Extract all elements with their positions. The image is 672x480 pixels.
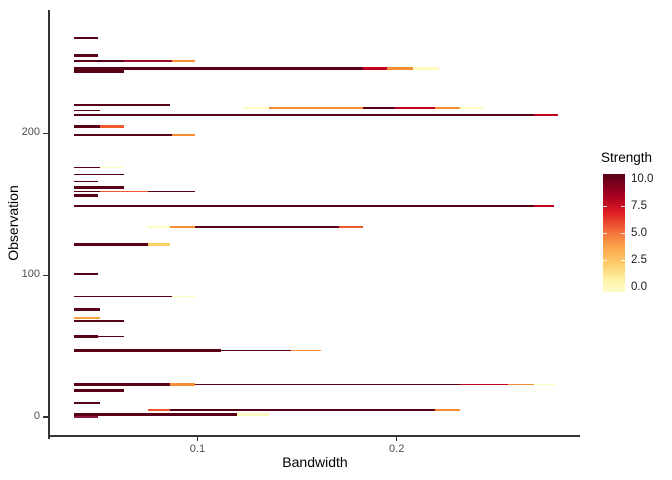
- strength-path-segment: [171, 60, 196, 62]
- plot-panel: 0.1 0.2 0 100 200: [22, 10, 580, 455]
- strength-path-segment: [534, 383, 557, 386]
- legend-value-label: 10.0: [631, 172, 654, 185]
- strength-path-segment: [73, 388, 124, 392]
- strength-path-segment: [73, 317, 100, 319]
- strength-path-segment: [147, 226, 170, 228]
- strength-path-segment: [195, 226, 339, 228]
- y-tick-mark: [43, 274, 48, 277]
- legend-value-label: 7.5: [631, 199, 647, 212]
- strength-path-segment: [291, 349, 321, 352]
- strength-path-segment: [460, 383, 509, 386]
- y-tick-label: 200: [21, 126, 40, 139]
- strength-path-segment: [73, 109, 100, 112]
- strength-path-segment: [147, 190, 196, 193]
- y-tick-mark: [43, 132, 48, 135]
- strength-path-segment: [73, 166, 100, 169]
- strength-path-segment: [73, 307, 100, 311]
- strength-path-segment: [147, 242, 170, 246]
- strength-path-segment: [73, 402, 100, 404]
- strength-path-segment: [73, 53, 98, 57]
- strength-path-segment: [73, 295, 172, 298]
- strength-path-segment: [73, 383, 170, 386]
- strength-path-segment: [338, 226, 363, 228]
- strength-path-segment: [73, 412, 238, 416]
- strength-path-segment: [362, 107, 395, 109]
- strength-path-segment: [73, 194, 98, 198]
- legend-gradient-bar: [603, 174, 625, 292]
- strength-path-segment: [412, 66, 439, 70]
- strength-path-segment: [73, 242, 148, 246]
- x-axis-line: [48, 435, 580, 437]
- strength-path-segment: [171, 295, 196, 298]
- strength-path-segment: [73, 319, 124, 322]
- legend-tick-mark: [603, 206, 607, 207]
- strength-path-segment: [73, 190, 100, 193]
- x-tick-mark: [395, 437, 398, 441]
- strength-path-segment: [73, 124, 100, 128]
- x-tick-label: 0.2: [389, 443, 405, 455]
- strength-path-segment: [73, 69, 124, 73]
- strength-path-segment: [97, 335, 124, 338]
- strength-path-segment: [394, 107, 435, 109]
- strength-path-segment: [269, 107, 363, 109]
- y-axis-line: [48, 10, 50, 439]
- strength-path-segment: [73, 114, 535, 116]
- strength-path-segment: [147, 409, 170, 411]
- strength-path-segment: [99, 190, 148, 193]
- legend-value-label: 0.0: [631, 280, 647, 293]
- strength-path-segment: [460, 107, 485, 109]
- strength-path-segment: [386, 66, 413, 70]
- legend-value-label: 5.0: [631, 226, 647, 239]
- strength-path-segment: [99, 166, 124, 169]
- legend-tick-mark: [621, 260, 625, 261]
- strength-path-segment: [434, 107, 461, 109]
- y-tick-mark: [43, 416, 48, 418]
- strength-path-segment: [73, 205, 535, 207]
- legend-tick-mark: [621, 206, 625, 207]
- x-tick-mark: [196, 437, 199, 441]
- strength-path-segment: [534, 114, 559, 116]
- strength-path-segment: [73, 416, 98, 419]
- strength-path-segment: [73, 66, 363, 70]
- strength-path-segment: [73, 180, 98, 183]
- strength-path-segment: [99, 124, 124, 128]
- strength-path-segment: [221, 349, 292, 352]
- strength-path-segment: [508, 383, 535, 386]
- strength-path-segment: [171, 134, 196, 136]
- y-axis-title: Observation: [5, 185, 21, 261]
- strength-path-segment: [73, 60, 124, 62]
- strength-path-segment: [73, 173, 124, 176]
- strength-path-segment: [169, 226, 196, 228]
- strength-path-segment: [73, 104, 170, 106]
- strength-path-segment: [73, 185, 124, 189]
- strength-path-segment: [73, 134, 172, 136]
- strength-path-segment: [243, 107, 270, 109]
- y-tick-label: 0: [33, 410, 40, 423]
- x-axis-title: Bandwidth: [282, 454, 348, 470]
- legend-value-label: 2.5: [631, 253, 647, 266]
- strength-path-segment: [73, 273, 98, 275]
- strength-path-segment: [169, 383, 196, 386]
- strength-path-segment: [73, 348, 222, 352]
- legend-tick-mark: [603, 233, 607, 234]
- legend: Strength 10.0 7.5 5.0 2.5 0.0: [596, 148, 672, 308]
- strength-path-segment: [362, 66, 387, 70]
- legend-tick-mark: [621, 233, 625, 234]
- x-tick-label: 0.1: [189, 443, 206, 455]
- y-tick-label: 100: [21, 268, 40, 281]
- legend-title: Strength: [601, 150, 653, 165]
- strength-path-segment: [169, 409, 435, 411]
- strength-path-segment: [237, 412, 270, 416]
- strength-path-segment: [73, 334, 98, 338]
- strength-path-segment: [123, 60, 172, 62]
- strength-path-segment: [73, 37, 98, 40]
- strength-path-segment: [534, 205, 555, 207]
- legend-tick-mark: [603, 260, 607, 261]
- strength-path-segment: [434, 409, 461, 411]
- strength-path-segment: [195, 383, 461, 386]
